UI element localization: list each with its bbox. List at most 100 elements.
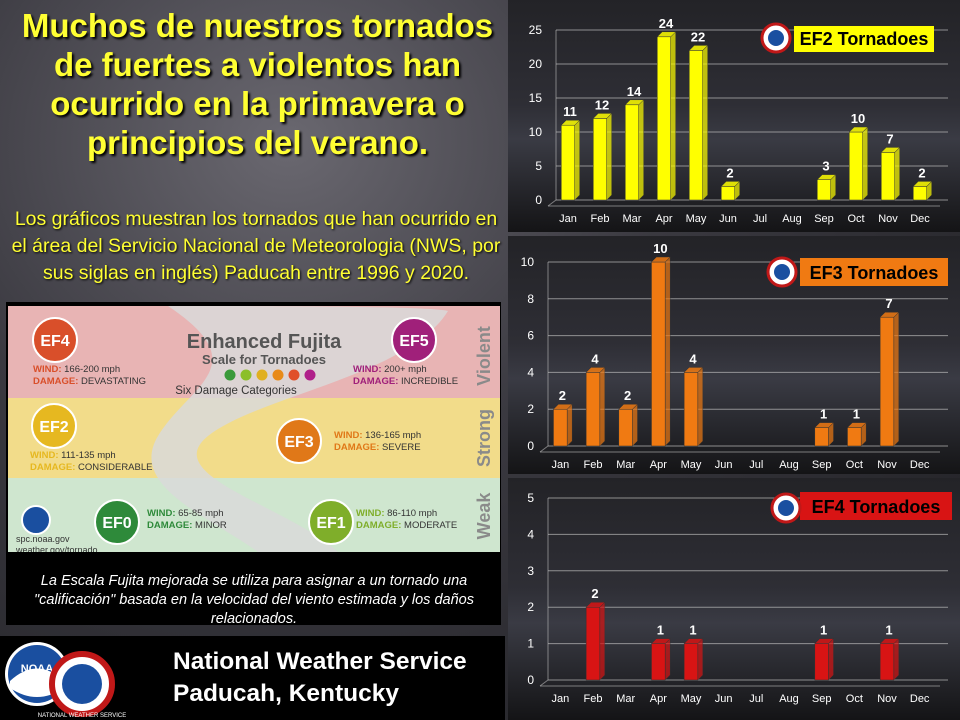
bar-value-label: 22 xyxy=(691,29,705,44)
ef-badge-label: EF2 xyxy=(39,419,68,436)
x-tick-label: Jul xyxy=(749,459,763,471)
logo-line: weather.gov/tornado xyxy=(15,545,98,552)
bar-top xyxy=(814,638,835,644)
headline: Muchos de nuestros tornados de fuertes a… xyxy=(21,7,494,161)
bar-value-label: 12 xyxy=(595,97,609,112)
x-tick-label: May xyxy=(681,693,702,705)
x-tick-label: Jun xyxy=(719,213,737,225)
ef-damage: DAMAGE: MINOR xyxy=(147,520,227,531)
chart-title: EF2 Tornadoes xyxy=(800,29,929,49)
y-tick-label: 4 xyxy=(527,365,534,379)
fujita-title: Enhanced Fujita xyxy=(187,331,342,353)
bar-side xyxy=(664,256,671,447)
chart-title-box xyxy=(800,258,948,286)
bar-side xyxy=(638,99,644,201)
category-dot xyxy=(288,369,300,381)
bar-value-label: 14 xyxy=(627,84,642,99)
ef-badge xyxy=(94,499,140,545)
x-tick-label: Oct xyxy=(847,213,864,225)
ef-wind: WIND: 200+ mph xyxy=(353,364,427,375)
bar xyxy=(879,316,895,447)
noaa-logo-text: NOAA xyxy=(21,663,53,675)
chart-title: EF4 Tornadoes xyxy=(812,497,941,517)
ef-badge-label: EF3 xyxy=(284,434,313,451)
bar-top xyxy=(816,174,837,180)
bar-side xyxy=(566,403,573,447)
bar-top xyxy=(688,45,709,51)
chart-title-box xyxy=(794,26,934,52)
noaa-small-logo-icon xyxy=(21,505,51,535)
bar-value-label: 7 xyxy=(886,131,893,146)
y-tick-label: 15 xyxy=(529,91,543,105)
bar xyxy=(657,36,671,201)
chart-ef3: 0 2 4 6 8 10 Jan 2 Feb 4 Mar 2 Apr 10 May 4 Jun Jul Aug Sep… xyxy=(521,241,948,471)
x-tick-label: Sep xyxy=(812,693,832,705)
bar-top xyxy=(683,367,704,373)
bar-value-label: 4 xyxy=(689,351,697,366)
bar-top xyxy=(585,367,606,373)
x-tick-label: Sep xyxy=(812,459,832,471)
nws-logos: NOAA NATIONAL WEATHER SERVICE xyxy=(5,642,126,719)
nws-chart-logo-center xyxy=(768,30,784,46)
bar xyxy=(585,372,601,447)
ef-damage: DAMAGE: DEVASTATING xyxy=(33,376,146,387)
bar-top xyxy=(880,147,901,153)
nws-logo-text: NATIONAL WEATHER SERVICE xyxy=(38,713,126,719)
bar xyxy=(847,427,862,447)
bar-side xyxy=(893,311,900,447)
category-dot xyxy=(224,369,236,381)
bar xyxy=(849,131,863,201)
x-tick-label: Dec xyxy=(910,693,930,705)
y-tick-label: 25 xyxy=(529,23,543,37)
bar-top xyxy=(879,311,900,318)
bar xyxy=(651,643,666,681)
bar-value-label: 1 xyxy=(820,407,827,422)
chart-ef2: 0 5 10 15 20 25 Jan 11 Feb 12 Mar 14 Apr 24 May 22 Jun 2 J… xyxy=(529,16,948,225)
x-tick-label: Aug xyxy=(779,693,799,705)
ef-wind: WIND: 166-200 mph xyxy=(33,364,120,375)
y-tick-label: 6 xyxy=(527,329,534,343)
bar xyxy=(689,50,703,201)
x-tick-label: Feb xyxy=(584,459,603,471)
bar xyxy=(881,152,895,201)
bar-side xyxy=(697,637,704,681)
ef-badge-label: EF5 xyxy=(399,333,428,350)
bar-value-label: 1 xyxy=(657,623,664,638)
bar-side xyxy=(894,146,900,201)
subheadline: Los gráficos muestran los tornados que h… xyxy=(11,208,501,284)
y-tick-label: 0 xyxy=(535,193,542,207)
ef-damage: DAMAGE: CONSIDERABLE xyxy=(30,462,152,473)
y-tick-label: 5 xyxy=(535,159,542,173)
bar-top xyxy=(650,256,671,263)
bar xyxy=(585,606,601,681)
x-tick-label: Dec xyxy=(910,213,930,225)
x-tick-label: Nov xyxy=(877,459,897,471)
bar-side xyxy=(828,637,834,681)
axis-floor-edge xyxy=(539,445,549,453)
bar xyxy=(913,186,927,201)
category-dot xyxy=(256,369,268,381)
bar-value-label: 7 xyxy=(885,296,892,311)
bar-top xyxy=(560,119,581,126)
y-tick-label: 4 xyxy=(527,527,534,541)
y-tick-label: 20 xyxy=(529,57,543,71)
bar-top xyxy=(683,638,704,644)
y-tick-label: 0 xyxy=(527,673,534,687)
ef-wind: WIND: 111-135 mph xyxy=(30,450,116,461)
bar-side xyxy=(862,126,868,201)
ef-badge-label: EF1 xyxy=(316,515,345,532)
bar-value-label: 3 xyxy=(822,159,829,174)
x-tick-label: Apr xyxy=(655,213,672,225)
bar xyxy=(683,643,699,681)
bar-top xyxy=(552,403,573,410)
category-dot xyxy=(272,369,284,381)
band-label: Weak xyxy=(474,492,494,540)
ef-wind: WIND: 136-165 mph xyxy=(334,430,421,441)
bar-value-label: 11 xyxy=(563,104,577,119)
bar-value-label: 2 xyxy=(559,388,566,403)
x-tick-label: Jan xyxy=(559,213,577,225)
y-tick-label: 8 xyxy=(527,292,534,306)
chart-ef4: 0 1 2 3 4 5 Jan Feb 2 Mar Apr 1 May 1 Jun Jul Aug Sep 1 Oct… xyxy=(527,491,952,705)
x-tick-label: Nov xyxy=(878,213,898,225)
